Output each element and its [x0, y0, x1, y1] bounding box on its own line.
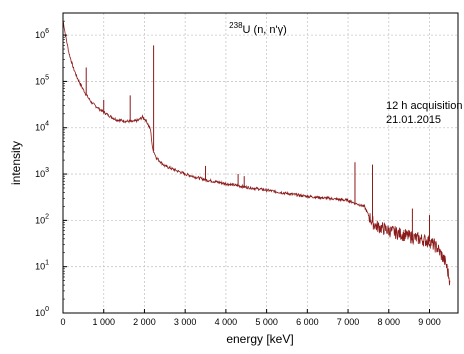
series-layer: [62, 21, 451, 286]
x-axis-title: energy [keV]: [226, 332, 293, 346]
annotation-date: 21.01.2015: [386, 114, 441, 126]
x-tick-label: 4 000: [215, 317, 238, 327]
spectrum-series-line: [62, 21, 451, 286]
x-tick-label: 7 000: [337, 317, 360, 327]
tick-marks: [62, 12, 430, 314]
x-tick-labels: 0 1 000 2 000 3 000 4 000 5 000 6 000 7 000 8 00…: [60, 317, 440, 327]
y-axis-title: intensity: [9, 141, 23, 185]
x-tick-label: 8 000: [378, 317, 401, 327]
x-tick-label: 3 000: [174, 317, 197, 327]
title-isotope-superscript: 238: [229, 21, 243, 30]
x-tick-label: 2 000: [133, 317, 156, 327]
plot-frame: [62, 12, 459, 314]
x-tick-label: 5 000: [255, 317, 278, 327]
x-tick-label: 6 000: [296, 317, 319, 327]
x-tick-label: 9 000: [418, 317, 441, 327]
title-main: U (n, n'γ): [243, 24, 287, 36]
annotation-acquisition: 12 h acquisition: [386, 100, 462, 112]
x-tick-label: 0: [60, 317, 65, 327]
x-tick-label: 1 000: [92, 317, 115, 327]
chart-title: 238U (n, n'γ): [229, 21, 287, 36]
